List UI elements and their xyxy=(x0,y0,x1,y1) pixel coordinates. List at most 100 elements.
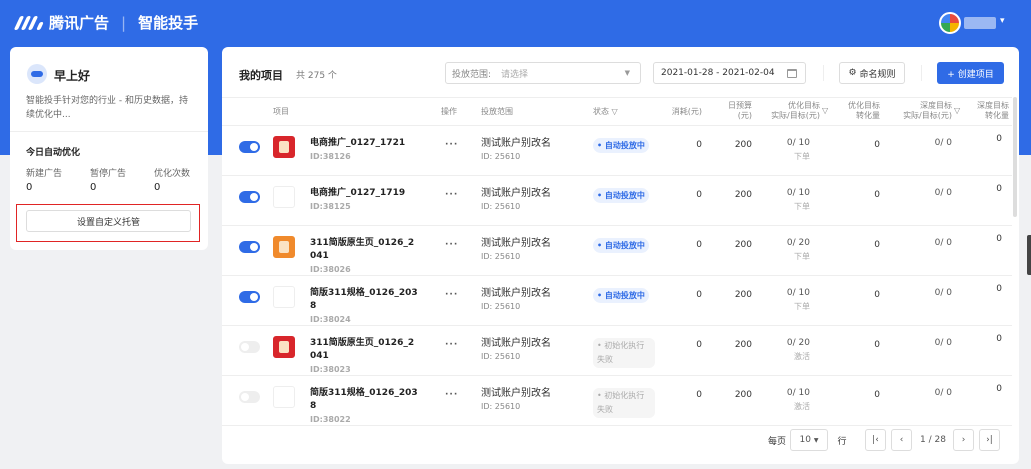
stat-label: 优化次数 xyxy=(154,169,191,179)
custom-hosting-button[interactable]: 设置自定义托管 xyxy=(26,210,191,232)
naming-rule-button[interactable]: ⚙ 命名规则 xyxy=(839,62,905,84)
opt-value: 0/ 10 xyxy=(786,188,810,198)
user-name-redacted[interactable] xyxy=(964,17,996,29)
filter-icon[interactable]: ▽ xyxy=(822,106,829,115)
per-page-select[interactable]: 10 ▼ xyxy=(790,429,828,451)
status-badge: • 初始化执行失败 xyxy=(593,338,655,368)
more-actions-icon[interactable]: ··· xyxy=(445,140,459,150)
scope-id: ID: 25610 xyxy=(481,402,521,411)
prev-page-button[interactable]: ‹ xyxy=(891,429,912,451)
opt-value: 0/ 10 xyxy=(786,138,810,148)
more-actions-icon[interactable]: ··· xyxy=(445,340,459,350)
cost: 0 xyxy=(696,340,702,350)
col-deep-conv: 深度目标 转化量 xyxy=(962,101,1009,121)
opt-target: 0/ 10 下单 xyxy=(742,137,810,163)
status-toggle[interactable] xyxy=(239,291,260,303)
caret-down-icon: ▼ xyxy=(624,69,630,77)
project-id: ID:38125 xyxy=(310,202,351,211)
opt-conv: 0 xyxy=(874,240,880,250)
project-thumbnail xyxy=(273,336,295,358)
deep-target: 0/ 0 xyxy=(934,238,952,248)
status-badge: • 自动投放中 xyxy=(593,288,649,303)
deep-conv: 0 xyxy=(996,134,1002,144)
col-status-label: 状态 xyxy=(593,107,609,116)
project-id: ID:38026 xyxy=(310,265,351,274)
scrollbar[interactable] xyxy=(1013,97,1017,217)
col-status[interactable]: 状态 ▽ xyxy=(593,107,618,117)
status-toggle[interactable] xyxy=(239,191,260,203)
scope-select[interactable]: 投放范围: 请选择 ▼ xyxy=(445,62,641,84)
filter-icon[interactable]: ▽ xyxy=(611,107,618,116)
chevron-down-icon[interactable]: ▾ xyxy=(1000,16,1005,26)
highlight-box xyxy=(16,204,200,242)
col-opt-1: 优化目标 xyxy=(788,101,820,110)
opt-conv: 0 xyxy=(874,390,880,400)
deep-target: 0/ 0 xyxy=(934,388,952,398)
project-name-cell[interactable]: 311简版原生页_0126_2041 ID:38026 xyxy=(310,237,420,276)
date-range: 2021-01-28 - 2021-02-04 xyxy=(661,68,775,78)
project-name-cell[interactable]: 电商推广_0127_1721 ID:38126 xyxy=(310,137,420,163)
project-thumbnail xyxy=(273,186,295,208)
scope-cell: 测试账户别改名 ID: 25610 xyxy=(481,287,551,313)
next-page-button[interactable]: › xyxy=(953,429,974,451)
project-thumbnail xyxy=(273,236,295,258)
stat-value: 0 xyxy=(26,182,33,193)
table-row: 311简版原生页_0126_2041 ID:38023 ··· 测试账户别改名 ID… xyxy=(222,326,1012,376)
opt-target: 0/ 10 下单 xyxy=(742,287,810,313)
opt-value: 0/ 10 xyxy=(786,288,810,298)
status-toggle[interactable] xyxy=(239,241,260,253)
col-budget[interactable]: 日预算 (元) xyxy=(702,101,752,121)
today-title: 今日自动优化 xyxy=(26,148,81,158)
scope-name: 测试账户别改名 xyxy=(481,338,551,349)
opt-type: 下单 xyxy=(794,152,810,161)
col-budget-1: 日预算 xyxy=(728,101,752,110)
table-row: 电商推广_0127_1721 ID:38126 ··· 测试账户别改名 ID: 25… xyxy=(222,126,1012,176)
scope-cell: 测试账户别改名 ID: 25610 xyxy=(481,137,551,163)
project-name-cell[interactable]: 简版311规格_0126_2038 ID:38022 xyxy=(310,387,420,426)
tencent-ads-logo-icon xyxy=(13,15,45,31)
per-page-value: 10 xyxy=(799,435,811,445)
welcome-card: 早上好 智能投手针对您的行业 - 和历史数据，持续优化中... 今日自动优化 新… xyxy=(10,47,208,250)
opt-target: 0/ 10 下单 xyxy=(742,187,810,213)
brand-name: 腾讯广告 xyxy=(49,14,110,32)
scope-name: 测试账户别改名 xyxy=(481,288,551,299)
date-range-picker[interactable]: 2021-01-28 - 2021-02-04 xyxy=(653,62,806,84)
opt-value: 0/ 20 xyxy=(786,238,810,248)
logo[interactable]: 腾讯广告 | 智能投手 xyxy=(13,12,198,33)
side-panel-handle[interactable] xyxy=(1027,235,1031,275)
last-page-button[interactable]: ›| xyxy=(979,429,1000,451)
first-page-button[interactable]: |‹ xyxy=(865,429,886,451)
more-actions-icon[interactable]: ··· xyxy=(445,390,459,400)
scope-label: 投放范围: xyxy=(452,69,492,80)
user-avatar[interactable] xyxy=(939,12,961,34)
opt-conv: 0 xyxy=(874,340,880,350)
more-actions-icon[interactable]: ··· xyxy=(445,190,459,200)
col-opt-target: 优化目标 实际/目标(元) xyxy=(742,101,820,121)
more-actions-icon[interactable]: ··· xyxy=(445,240,459,250)
budget: 200 xyxy=(734,190,752,200)
gear-icon: ⚙ xyxy=(848,68,857,78)
budget: 200 xyxy=(734,140,752,150)
filter-icon[interactable]: ▽ xyxy=(954,106,961,115)
scope-id: ID: 25610 xyxy=(481,352,521,361)
project-name-cell[interactable]: 311简版原生页_0126_2041 ID:38023 xyxy=(310,337,420,376)
status-toggle[interactable] xyxy=(239,141,260,153)
create-project-button[interactable]: + 创建项目 xyxy=(937,62,1004,84)
status-badge: • 自动投放中 xyxy=(593,188,649,203)
table-row: 311简版原生页_0126_2041 ID:38026 ··· 测试账户别改名 ID… xyxy=(222,226,1012,276)
scope-cell: 测试账户别改名 ID: 25610 xyxy=(481,187,551,213)
col-conv-2: 转化量 xyxy=(856,111,880,120)
col-scope: 投放范围 xyxy=(481,107,513,116)
project-count: 共 275 个 xyxy=(296,71,337,81)
cost: 0 xyxy=(696,390,702,400)
project-name-cell[interactable]: 电商推广_0127_1719 ID:38125 xyxy=(310,187,420,213)
status-toggle[interactable] xyxy=(239,341,260,353)
description: 智能投手针对您的行业 - 和历史数据，持续优化中... xyxy=(26,96,188,120)
status-toggle[interactable] xyxy=(239,391,260,403)
more-actions-icon[interactable]: ··· xyxy=(445,290,459,300)
opt-target: 0/ 20 下单 xyxy=(742,237,810,263)
divider xyxy=(823,65,824,81)
deep-target: 0/ 0 xyxy=(934,288,952,298)
project-name-cell[interactable]: 简版311规格_0126_2038 ID:38024 xyxy=(310,287,420,326)
project-thumbnail xyxy=(273,286,295,308)
